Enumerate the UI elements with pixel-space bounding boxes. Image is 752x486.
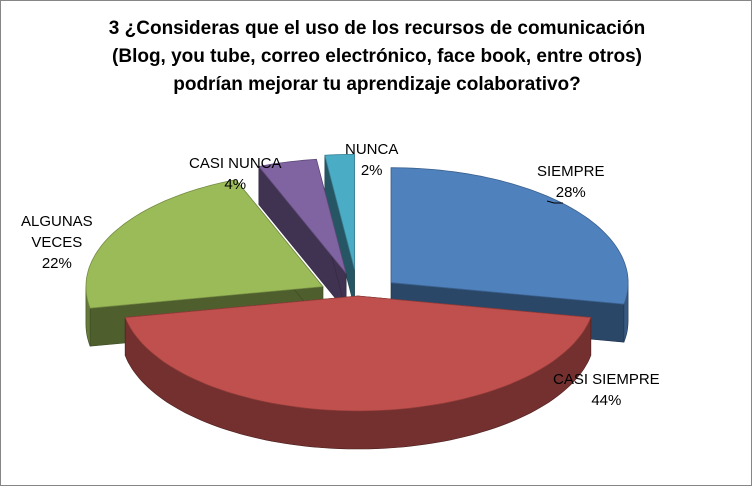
title-line-2: (Blog, you tube, correo electrónico, fac… <box>112 46 642 67</box>
title-line-1: 3 ¿Consideras que el uso de los recursos… <box>108 18 646 39</box>
label-casi-siempre-name: CASI SIEMPRE <box>553 371 660 388</box>
label-siempre: SIEMPRE 28% <box>537 161 605 203</box>
leader-line-siempre <box>546 200 563 204</box>
chart-title: 3 ¿Consideras que el uso de los recursos… <box>61 15 693 99</box>
label-nunca-name: NUNCA <box>345 141 399 158</box>
slice-casi-nunca <box>258 158 347 274</box>
label-nunca-value: 2% <box>360 162 383 179</box>
slice-casi-siempre <box>124 295 592 412</box>
slice-nunca <box>324 153 355 270</box>
label-algunas-veces-value: 22% <box>41 255 72 272</box>
label-algunas-veces-name-2: VECES <box>31 234 83 251</box>
label-casi-siempre: CASI SIEMPRE 44% <box>553 369 660 411</box>
slice-algunas-veces <box>85 179 324 309</box>
label-algunas-veces-name-1: ALGUNAS <box>21 213 93 230</box>
label-casi-nunca-value: 4% <box>224 176 247 193</box>
label-casi-nunca: CASI NUNCA 4% <box>189 153 282 195</box>
pie-tops <box>85 153 629 412</box>
slice-siempre <box>390 167 629 305</box>
label-casi-nunca-name: CASI NUNCA <box>189 155 282 172</box>
label-siempre-name: SIEMPRE <box>537 163 605 180</box>
label-algunas-veces: ALGUNAS VECES 22% <box>21 211 93 274</box>
title-line-3: podrían mejorar tu aprendizaje colaborat… <box>173 74 581 95</box>
label-siempre-value: 28% <box>555 184 586 201</box>
label-nunca: NUNCA 2% <box>345 139 398 181</box>
label-casi-siempre-value: 44% <box>591 392 622 409</box>
